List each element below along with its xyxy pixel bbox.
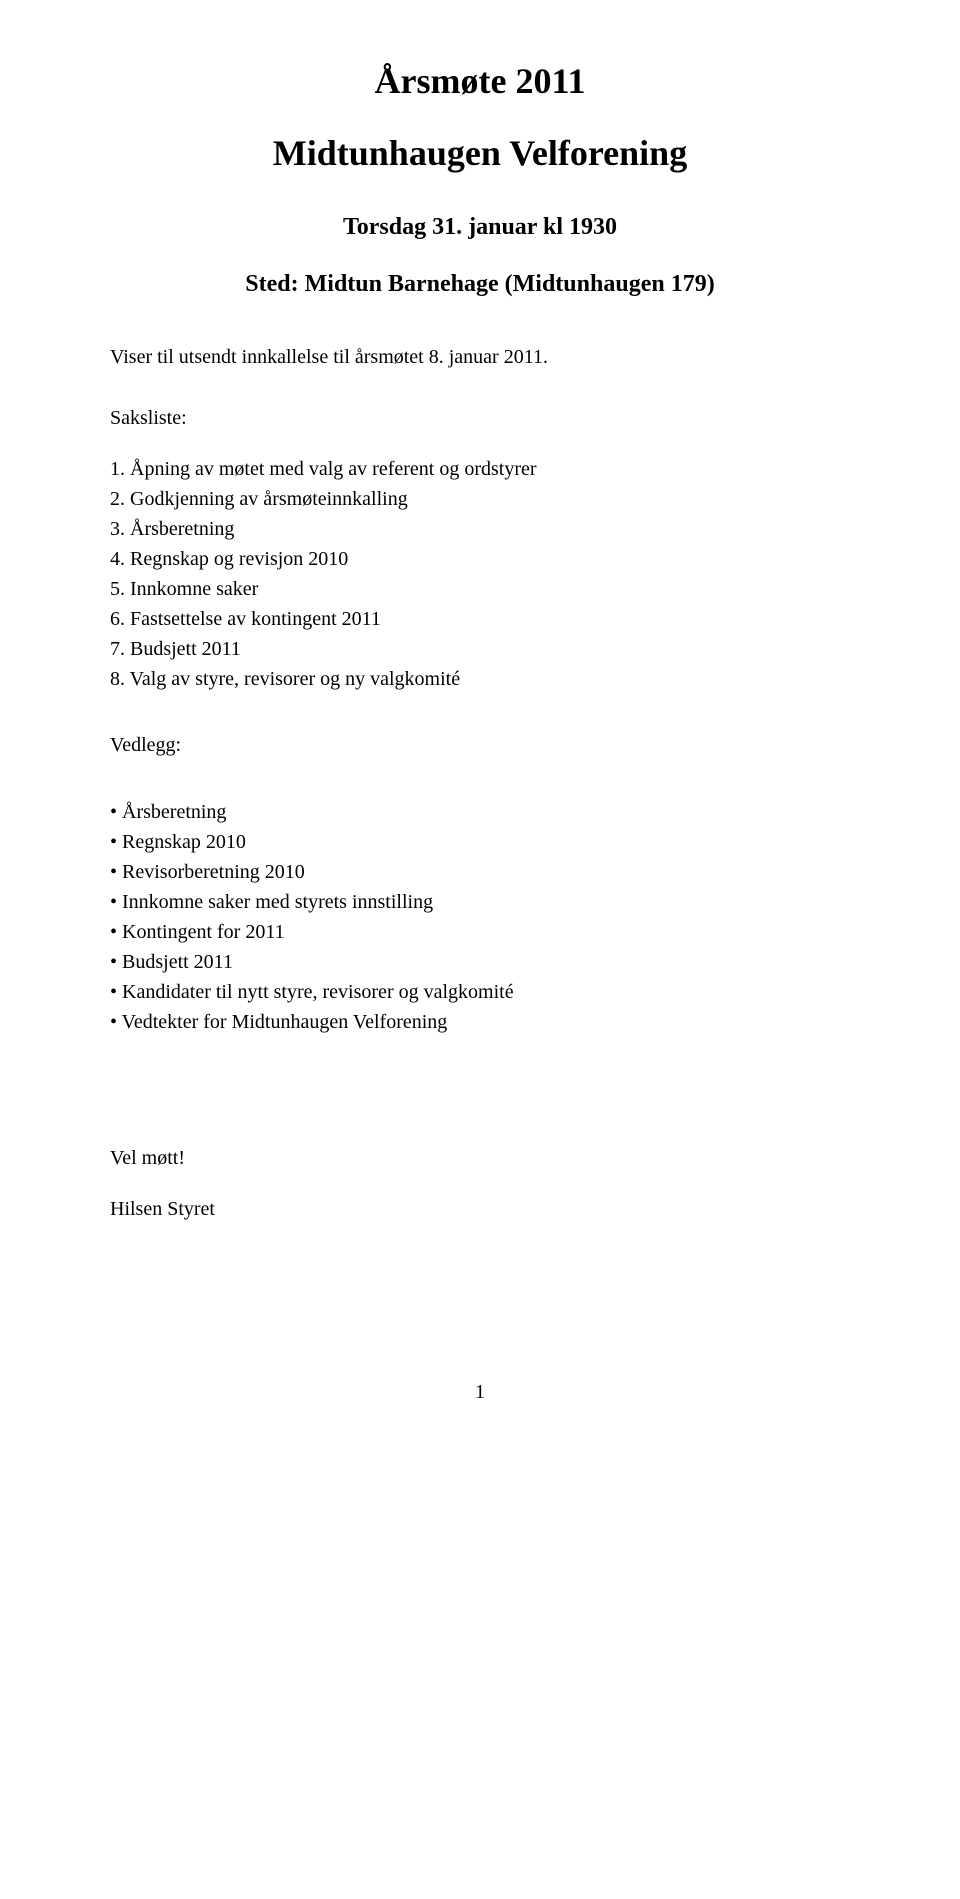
document-subtitle: Midtunhaugen Velforening (110, 132, 850, 174)
saksliste-item: 6. Fastsettelse av kontingent 2011 (110, 604, 850, 634)
saksliste-item: 2. Godkjenning av årsmøteinnkalling (110, 484, 850, 514)
intro-text: Viser til utsendt innkallelse til årsmøt… (110, 343, 850, 371)
document-page: Årsmøte 2011 Midtunhaugen Velforening To… (0, 0, 960, 1444)
vedlegg-item: Budsjett 2011 (110, 947, 850, 977)
document-title: Årsmøte 2011 (110, 60, 850, 102)
saksliste-item: 5. Innkomne saker (110, 574, 850, 604)
closing-text: Vel møtt! (110, 1147, 850, 1170)
vedlegg-item: Kontingent for 2011 (110, 917, 850, 947)
vedlegg-item: Vedtekter for Midtunhaugen Velforening (110, 1007, 850, 1037)
meeting-place: Sted: Midtun Barnehage (Midtunhaugen 179… (110, 271, 850, 298)
saksliste-label: Saksliste: (110, 407, 850, 430)
vedlegg-item: Årsberetning (110, 797, 850, 827)
vedlegg-item: Revisorberetning 2010 (110, 857, 850, 887)
vedlegg-item-text: Budsjett 2011 (122, 951, 233, 973)
saksliste-item: 3. Årsberetning (110, 514, 850, 544)
signature-text: Hilsen Styret (110, 1198, 850, 1221)
vedlegg-item-text: Revisorberetning 2010 (122, 861, 305, 883)
vedlegg-list: Årsberetning Regnskap 2010 Revisorberetn… (110, 797, 850, 1037)
page-number: 1 (110, 1381, 850, 1404)
vedlegg-item: Innkomne saker med styrets innstilling (110, 887, 850, 917)
vedlegg-item: Regnskap 2010 (110, 827, 850, 857)
vedlegg-item-text: Vedtekter for Midtunhaugen Velforening (122, 1011, 448, 1033)
vedlegg-item-text: Kandidater til nytt styre, revisorer og … (122, 981, 514, 1003)
meeting-time: Torsdag 31. januar kl 1930 (110, 214, 850, 241)
vedlegg-item-text: Regnskap 2010 (122, 831, 246, 853)
saksliste-item: 7. Budsjett 2011 (110, 634, 850, 664)
vedlegg-item: Kandidater til nytt styre, revisorer og … (110, 977, 850, 1007)
saksliste-list: 1. Åpning av møtet med valg av referent … (110, 454, 850, 694)
saksliste-item: 8. Valg av styre, revisorer og ny valgko… (110, 664, 850, 694)
saksliste-item: 1. Åpning av møtet med valg av referent … (110, 454, 850, 484)
saksliste-item: 4. Regnskap og revisjon 2010 (110, 544, 850, 574)
vedlegg-item-text: Årsberetning (122, 801, 226, 823)
vedlegg-item-text: Innkomne saker med styrets innstilling (122, 891, 433, 913)
vedlegg-item-text: Kontingent for 2011 (122, 921, 285, 943)
vedlegg-label: Vedlegg: (110, 734, 850, 757)
